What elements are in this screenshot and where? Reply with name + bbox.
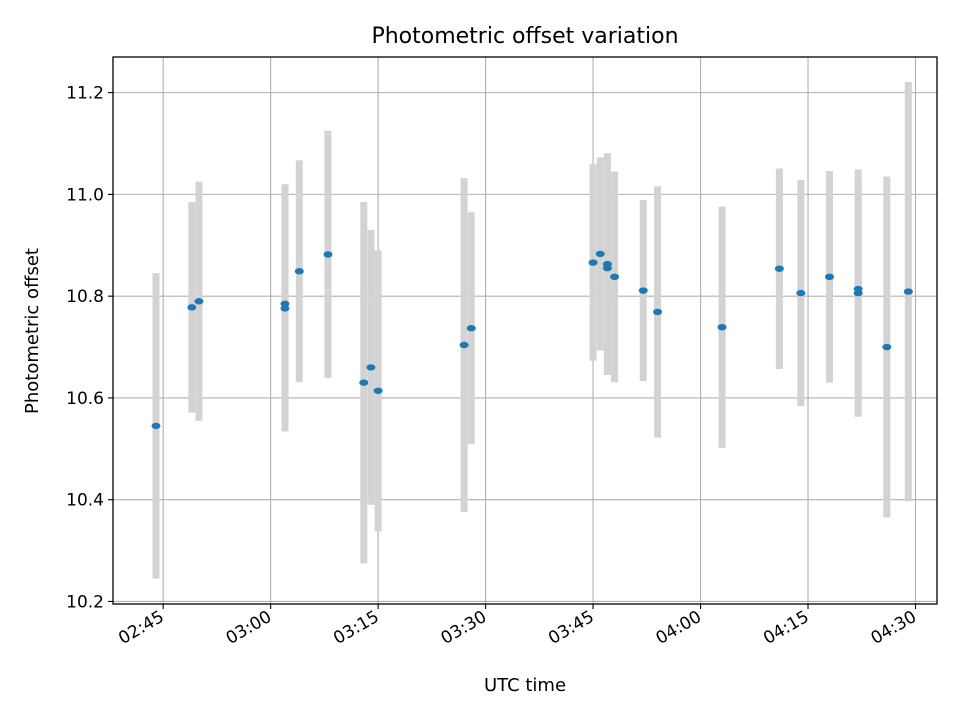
data-point	[588, 259, 598, 266]
data-point	[280, 305, 290, 312]
data-point	[187, 304, 197, 311]
y-tick-label: 10.6	[66, 389, 104, 409]
data-point	[796, 289, 806, 297]
chart-title: Photometric offset variation	[371, 24, 678, 49]
data-point	[853, 285, 863, 293]
data-point	[903, 288, 913, 295]
data-point	[466, 325, 476, 332]
data-point	[602, 264, 612, 272]
data-point	[280, 300, 290, 307]
data-point	[610, 273, 620, 281]
data-point	[882, 343, 892, 351]
data-point	[373, 387, 383, 394]
data-point	[459, 341, 469, 349]
data-point	[774, 265, 784, 272]
data-point	[825, 273, 835, 281]
data-point	[359, 379, 369, 386]
data-point	[595, 250, 605, 258]
data-point	[151, 422, 161, 430]
y-tick-label: 11.0	[66, 185, 104, 205]
x-axis-label: UTC time	[484, 675, 566, 696]
data-point	[323, 251, 333, 258]
data-point	[638, 287, 648, 294]
data-point	[194, 298, 204, 305]
data-point	[366, 364, 376, 371]
plot-frame	[112, 56, 938, 605]
y-tick-label: 10.4	[66, 491, 104, 511]
data-point	[717, 323, 727, 331]
data-point	[294, 268, 304, 275]
y-tick-label: 10.8	[66, 287, 104, 307]
y-tick-label: 11.2	[66, 84, 104, 104]
data-point	[653, 308, 663, 316]
point-layer	[151, 250, 913, 430]
y-axis-label: Photometric offset	[22, 248, 43, 414]
y-tick-label: 10.2	[66, 592, 104, 612]
